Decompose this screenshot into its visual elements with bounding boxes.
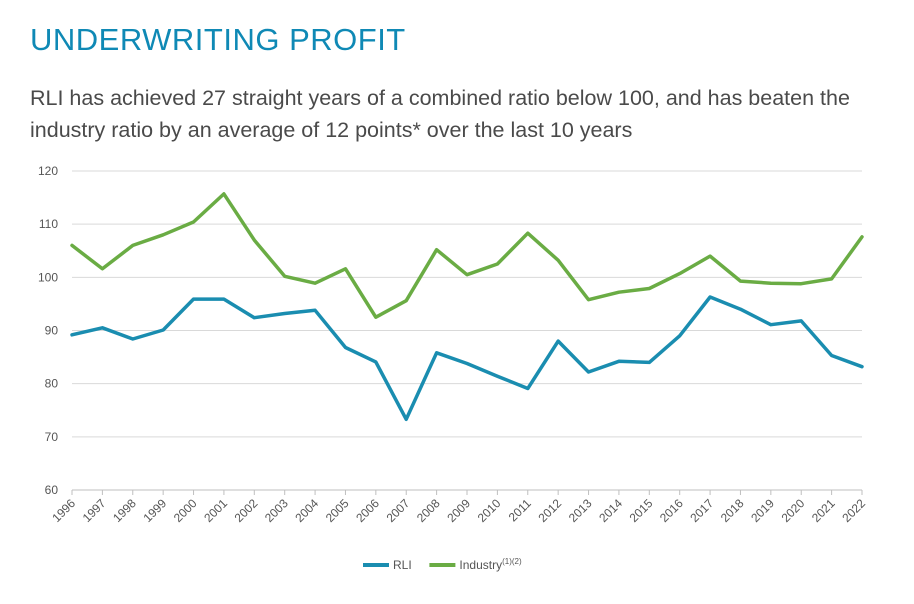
y-tick-label: 80 [45, 377, 59, 391]
legend-item-rli: RLI [363, 558, 412, 572]
x-tick-label: 2008 [414, 496, 443, 525]
x-tick-label: 2010 [475, 496, 504, 525]
series-line-industry [70, 192, 864, 319]
series-lines [70, 192, 864, 422]
x-tick-label: 2017 [687, 496, 716, 525]
gridlines [72, 170, 862, 438]
x-tick-label: 2015 [627, 496, 656, 525]
legend-label: Industry(1)(2) [459, 557, 522, 572]
series-line-rli [70, 295, 864, 422]
x-tick-label: 2004 [292, 496, 321, 525]
x-tick-label: 2012 [535, 496, 564, 525]
y-tick-label: 90 [45, 324, 59, 338]
y-axis: 60 70 80 90 100 110 120 [38, 164, 58, 497]
x-tick-label: 2013 [566, 496, 595, 525]
x-tick-label: 2001 [201, 496, 230, 525]
y-tick-label: 110 [39, 217, 58, 231]
x-tick-label: 2007 [384, 496, 413, 525]
x-tick-label: 2020 [779, 496, 808, 525]
x-tick-label: 2002 [232, 496, 261, 525]
x-tick-label: 2018 [718, 496, 747, 525]
y-tick-label: 70 [45, 430, 59, 444]
page-subtitle: RLI has achieved 27 straight years of a … [30, 86, 850, 142]
legend-label-superscript: (1)(2) [502, 557, 522, 566]
legend-label: RLI [393, 558, 412, 572]
page-title: UNDERWRITING PROFIT [30, 22, 406, 57]
y-tick-label: 100 [38, 270, 58, 284]
legend: RLI Industry(1)(2) [363, 557, 522, 572]
x-axis: 1996 1997 1998 1999 2000 2001 2002 2003 2004 2005… [49, 489, 868, 525]
x-tick-label: 2000 [171, 496, 200, 525]
x-tick-label: 1997 [80, 496, 109, 525]
x-tick-label: 1998 [110, 496, 139, 525]
legend-item-industry: Industry(1)(2) [429, 557, 522, 572]
x-tick-label: 2005 [323, 496, 352, 525]
x-tick-label: 1996 [49, 496, 78, 525]
x-tick-label: 2022 [839, 496, 868, 525]
x-tick-label: 2003 [262, 496, 291, 525]
x-tick-label: 2021 [809, 496, 838, 525]
x-tick-label: 2014 [596, 496, 625, 525]
x-tick-label: 2019 [748, 496, 777, 525]
x-tick-label: 2016 [657, 496, 686, 525]
x-tick-label: 2009 [444, 496, 473, 525]
y-tick-label: 120 [38, 164, 58, 178]
x-tick-label: 2006 [353, 496, 382, 525]
y-tick-label: 60 [45, 483, 59, 497]
x-tick-label: 2011 [506, 496, 534, 524]
x-tick-label: 1999 [140, 496, 169, 525]
